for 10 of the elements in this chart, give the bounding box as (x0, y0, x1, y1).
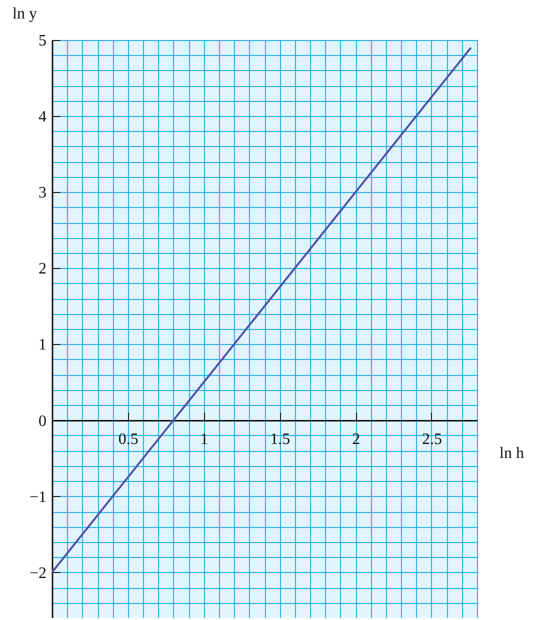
y-tick-label: 1 (38, 336, 46, 354)
y-tick-label: 2 (38, 260, 46, 278)
y-tick-label: 0 (38, 412, 46, 430)
y-tick-label: 3 (38, 184, 46, 202)
y-tick-label: 5 (38, 32, 46, 50)
y-tick-label: 4 (38, 108, 46, 126)
y-tick-label: −1 (29, 488, 46, 506)
x-axis-title: ln h (500, 444, 524, 462)
y-tick-label: −2 (29, 564, 46, 582)
y-axis-title: ln y (12, 6, 37, 22)
